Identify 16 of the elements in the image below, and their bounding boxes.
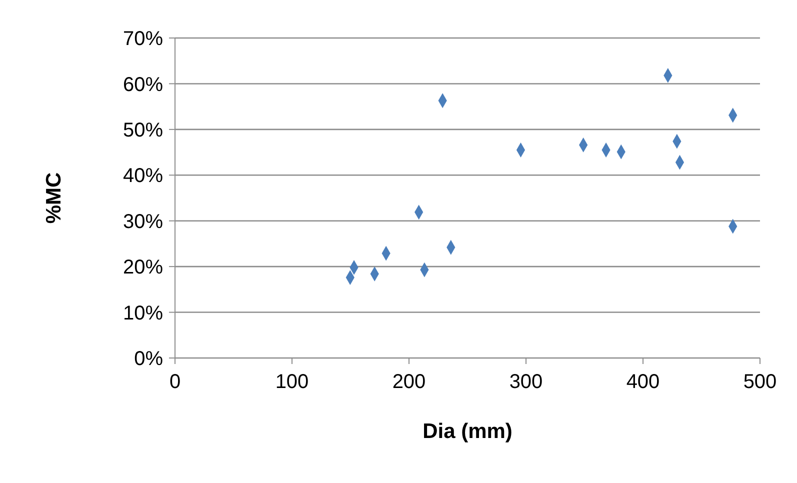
y-tick-label: 70% <box>122 28 164 50</box>
x-tick-label: 0 <box>169 371 181 394</box>
y-tick-label: 50% <box>122 120 164 142</box>
y-tick-label: 40% <box>122 165 164 188</box>
x-tick-label: 500 <box>743 371 777 394</box>
x-tick-label: 400 <box>626 371 660 394</box>
x-tick-label: 100 <box>275 371 309 394</box>
y-tick-label: 20% <box>122 256 164 279</box>
y-tick-label: 10% <box>122 302 164 324</box>
y-tick-label: 0% <box>134 348 164 370</box>
x-tick-label: 200 <box>392 371 426 394</box>
x-tick-label: 300 <box>509 371 543 394</box>
y-tick-label: 60% <box>122 74 164 96</box>
x-axis-title: Dia (mm) <box>422 420 512 443</box>
y-tick-label: 30% <box>122 210 164 233</box>
y-axis-title: %MC <box>42 172 66 224</box>
